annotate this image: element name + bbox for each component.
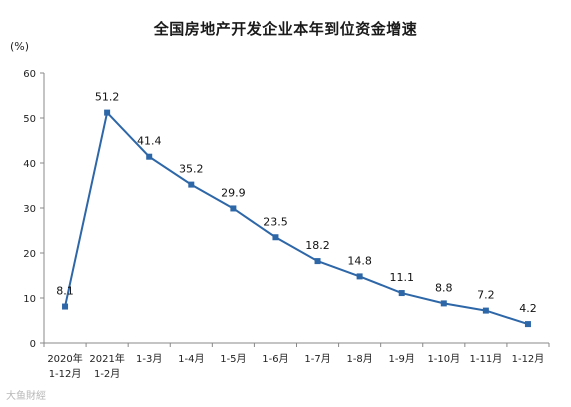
y-tick-label: 0: [30, 339, 36, 350]
data-label: 18.2: [305, 239, 330, 252]
data-label: 7.2: [477, 289, 495, 302]
data-label: 51.2: [95, 91, 120, 104]
data-label: 8.1: [56, 285, 74, 298]
x-tick-label: 1-9月: [389, 353, 415, 365]
x-tick-label: 1-7月: [304, 353, 330, 365]
data-point-marker: [230, 205, 237, 212]
x-tick-label: 1-12月: [49, 368, 82, 380]
data-point-marker: [62, 303, 69, 310]
data-label: 11.1: [389, 271, 414, 284]
y-tick-label: 30: [23, 204, 36, 215]
data-label: 14.8: [347, 254, 372, 267]
x-tick-label: 1-12月: [512, 353, 545, 365]
watermark-text: 大鱼財經: [6, 391, 46, 402]
data-point-marker: [146, 153, 153, 160]
x-tick-label: 1-5月: [220, 353, 246, 365]
data-point-marker: [524, 321, 531, 328]
y-tick-label: 50: [23, 114, 36, 125]
x-tick-label: 1-8月: [346, 353, 372, 365]
data-point-marker: [272, 234, 279, 241]
x-tick-label: 1-3月: [136, 353, 162, 365]
x-tick-label: 1-2月: [94, 368, 120, 380]
data-label: 8.8: [435, 281, 453, 294]
y-tick-label: 60: [23, 69, 36, 80]
data-label: 29.9: [221, 186, 246, 199]
series-group: 8.1 51.2 41.4 35.2 29.9 23.5 18.2 14.8 11.1 8.8 7.…: [56, 91, 537, 328]
data-label: 4.2: [519, 302, 537, 315]
x-tick-group: 2020年 1-12月 2021年 1-2月 1-3月 1-4月 1-5月 1-6月 1-7月 1…: [43, 343, 550, 380]
data-label: 23.5: [263, 215, 288, 228]
y-tick-label: 40: [23, 159, 36, 170]
data-point-marker: [314, 258, 321, 265]
x-tick-label: 1-10月: [427, 353, 460, 365]
x-tick-label: 1-4月: [178, 353, 204, 365]
series-line: [64, 110, 529, 326]
y-axis-unit-label: (%): [10, 40, 30, 53]
chart-title: 全国房地产开发企业本年到位资金增速: [153, 20, 418, 38]
y-tick-label: 20: [23, 249, 36, 260]
data-point-marker: [440, 300, 447, 307]
y-tick-label: 10: [23, 294, 36, 305]
data-point-marker: [356, 273, 363, 280]
data-point-marker: [398, 290, 405, 297]
x-tick-label: 1-11月: [470, 353, 503, 365]
x-tick-label: 1-6月: [262, 353, 288, 365]
data-point-marker: [188, 181, 195, 188]
x-tick-label: 2020年: [47, 352, 82, 365]
x-tick-label: 2021年: [89, 352, 124, 365]
data-point-marker: [104, 109, 111, 116]
y-tick-group: 0 10 20 30 40 50 60: [23, 69, 44, 350]
data-label: 35.2: [179, 163, 204, 176]
data-point-marker: [482, 307, 489, 314]
data-label: 41.4: [137, 135, 162, 148]
